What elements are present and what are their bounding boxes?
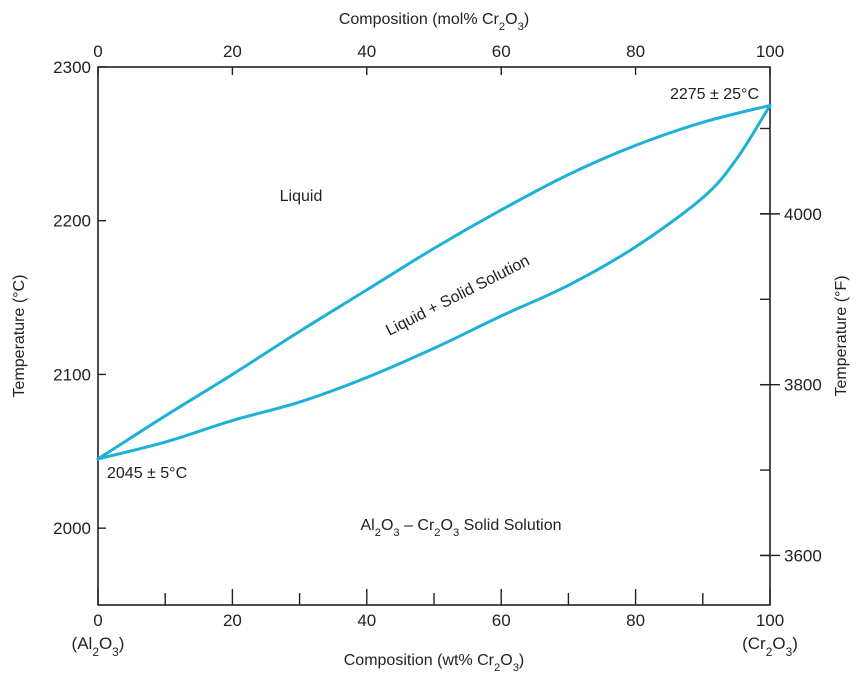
x-bottom-tick-label: 80 [626,611,645,630]
x-bottom-tick-label: 40 [357,611,376,630]
y-right-tick-label: 4000 [784,205,822,224]
x-end-label-al2o3: (Al2O3) [72,634,125,659]
label-melting-point-cr2o3: 2275 ± 25°C [670,86,759,103]
label-solid-solution: Al2O3 – Cr2O3 Solid Solution [360,517,561,539]
solidus-curve [96,103,772,461]
x-bottom-tick-label: 60 [492,611,511,630]
x-top-tick-label: 100 [756,42,784,61]
axis-titles: Composition (mol% Cr2O3) Composition (wt%… [11,11,850,673]
axis-ticks [97,66,780,605]
y-left-tick-label: 2100 [53,365,91,384]
y-left-tick-label: 2300 [53,58,91,77]
x-top-tick-label: 60 [492,42,511,61]
liquidus-curve [96,103,772,461]
y-right-tick-label: 3800 [784,376,822,395]
x-end-label-cr2o3: (Cr2O3) [742,634,798,659]
y-right-tick-label: 3600 [784,546,822,565]
x-top-axis-title: Composition (mol% Cr2O3) [339,11,529,33]
phase-boundaries [96,103,772,461]
y-left-axis-title: Temperature (°C) [11,275,28,398]
y-left-tick-label: 2200 [53,212,91,231]
x-top-tick-label: 40 [357,42,376,61]
label-melting-point-al2o3: 2045 ± 5°C [107,465,187,482]
y-right-axis-title: Temperature (°F) [833,275,850,396]
label-liquid: Liquid [280,188,323,205]
y-left-tick-label: 2000 [53,519,91,538]
x-top-tick-label: 80 [626,42,645,61]
x-bottom-tick-label: 100 [756,611,784,630]
x-top-tick-label: 20 [223,42,242,61]
x-bottom-tick-label: 0 [93,611,102,630]
tick-labels: 0 20 40 60 80 100 0 20 40 60 80 100 2000 2100 2200 2300… [53,42,822,659]
x-bottom-tick-label: 20 [223,611,242,630]
x-top-tick-label: 0 [93,42,102,61]
x-bottom-axis-title: Composition (wt% Cr2O3) [344,652,525,673]
